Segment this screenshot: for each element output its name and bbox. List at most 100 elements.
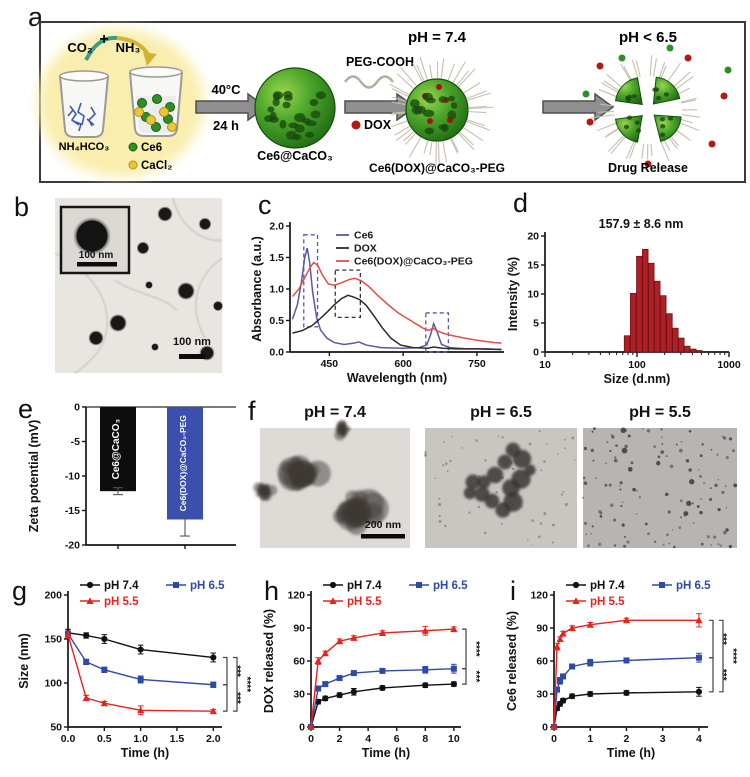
svg-text:pH 7.4: pH 7.4 bbox=[347, 580, 382, 592]
panel-b-label: b bbox=[14, 192, 30, 222]
svg-text:1000: 1000 bbox=[717, 359, 741, 371]
ph-neutral-label: pH = 7.4 bbox=[408, 29, 467, 46]
svg-text:pH 6.5: pH 6.5 bbox=[433, 580, 468, 592]
crystal-scribbles-icon bbox=[67, 102, 96, 132]
svg-text:6: 6 bbox=[394, 733, 400, 745]
svg-text:0: 0 bbox=[542, 722, 548, 734]
svg-text:1.0: 1.0 bbox=[269, 284, 284, 296]
panel-d-label: d bbox=[513, 188, 529, 218]
main-scale-bar bbox=[179, 354, 205, 359]
svg-text:4: 4 bbox=[696, 733, 702, 745]
chart-dox-release: 0 30 60 90 120 0 2 4 6 8 10 Time (h) DOX released (%… bbox=[262, 580, 481, 760]
svg-text:Size (nm): Size (nm) bbox=[17, 633, 31, 689]
chart-zeta-potential: 0 -5 -10 -15 -20 Ce6@CaCO₃ Ce6(DOX)@CaCO₃-PEG Z… bbox=[27, 402, 236, 552]
panel-i-label: i bbox=[510, 576, 516, 606]
cacl2-dots-icon bbox=[134, 107, 177, 132]
svg-text:20: 20 bbox=[527, 231, 539, 243]
panel-g-label: g bbox=[12, 576, 28, 606]
svg-text:1.5: 1.5 bbox=[269, 252, 284, 264]
svg-text:120: 120 bbox=[287, 590, 305, 602]
svg-text:pH 5.5: pH 5.5 bbox=[347, 596, 382, 608]
beaker-nh4hco3 bbox=[59, 70, 109, 138]
svg-text:Ce6 released (%): Ce6 released (%) bbox=[505, 611, 519, 711]
chart-absorbance-spectra: 0.0 0.5 1.0 1.5 2.0 450 600 750 Wavelength (nm) A… bbox=[250, 221, 504, 385]
svg-text:-20: -20 bbox=[65, 540, 80, 552]
panel-b-tem-image: 100 nm 100 nm bbox=[54, 197, 224, 375]
chart-ce6-release: 0 30 60 90 120 0 1 2 3 4 Time (h) Ce6 released (%) p… bbox=[505, 580, 738, 760]
ph74-tem-label: pH = 7.4 bbox=[304, 404, 366, 421]
co2-label: CO₂ bbox=[67, 40, 93, 55]
svg-text:****: **** bbox=[470, 641, 481, 657]
svg-text:450: 450 bbox=[321, 358, 339, 370]
svg-text:90: 90 bbox=[536, 623, 548, 635]
chart-size-vs-time: 50 100 150 200 0.0 0.5 1.0 1.5 2.0 Time (h) Size (… bbox=[17, 580, 252, 760]
svg-text:pH 6.5: pH 6.5 bbox=[190, 580, 225, 592]
f-scale-bar bbox=[361, 534, 405, 539]
panel-f-label: f bbox=[248, 396, 256, 426]
dissolved-particles bbox=[582, 427, 738, 549]
main-scale-label: 100 nm bbox=[173, 336, 211, 348]
svg-text:2.0: 2.0 bbox=[206, 733, 221, 745]
svg-text:100: 100 bbox=[628, 359, 646, 371]
svg-text:90: 90 bbox=[293, 623, 305, 635]
svg-text:0.5: 0.5 bbox=[269, 315, 284, 327]
svg-text:60: 60 bbox=[536, 656, 548, 668]
cacl2-legend-dot-icon bbox=[128, 160, 138, 170]
pegylated-core-icon bbox=[405, 78, 469, 142]
plus-sign: + bbox=[99, 31, 108, 48]
degraded-sphere-icon bbox=[590, 55, 700, 161]
svg-text:-5: -5 bbox=[71, 436, 80, 448]
dox-dot-icon bbox=[351, 120, 361, 130]
ph55-tem-label: pH = 5.5 bbox=[629, 404, 691, 421]
step3-arrow-icon bbox=[542, 92, 615, 122]
svg-text:-15: -15 bbox=[65, 505, 80, 517]
svg-text:120: 120 bbox=[530, 590, 548, 602]
time-label: 24 h bbox=[213, 118, 239, 133]
svg-text:Ce6: Ce6 bbox=[354, 230, 373, 242]
svg-text:4: 4 bbox=[365, 733, 371, 745]
tem-ph55-image bbox=[582, 427, 738, 549]
svg-text:0.0: 0.0 bbox=[61, 733, 76, 745]
svg-text:0: 0 bbox=[74, 402, 80, 414]
svg-text:-10: -10 bbox=[65, 471, 80, 483]
svg-text:200: 200 bbox=[44, 590, 62, 602]
ce6-legend-dot-icon bbox=[128, 142, 138, 152]
tem-ph65-image bbox=[423, 428, 577, 548]
svg-text:60: 60 bbox=[293, 656, 305, 668]
svg-text:pH 5.5: pH 5.5 bbox=[590, 596, 625, 608]
tem-inset: 100 nm bbox=[59, 205, 131, 275]
beaker-ce6-cacl2 bbox=[129, 66, 183, 137]
svg-text:157.9 ± 8.6 nm: 157.9 ± 8.6 nm bbox=[599, 217, 684, 231]
svg-text:0: 0 bbox=[308, 733, 314, 745]
dox-label: DOX bbox=[364, 118, 392, 132]
svg-text:Ce6(DOX)@CaCO₃-PEG: Ce6(DOX)@CaCO₃-PEG bbox=[178, 415, 188, 512]
svg-text:pH 6.5: pH 6.5 bbox=[676, 580, 711, 592]
svg-text:pH 7.4: pH 7.4 bbox=[104, 580, 139, 592]
yellow-glow bbox=[38, 29, 204, 177]
svg-text:Ce6(DOX)@CaCO₃-PEG: Ce6(DOX)@CaCO₃-PEG bbox=[354, 256, 473, 268]
svg-text:Absorbance (a.u.): Absorbance (a.u.) bbox=[250, 236, 264, 342]
svg-text:50: 50 bbox=[50, 722, 62, 734]
svg-text:Wavelength (nm): Wavelength (nm) bbox=[347, 371, 447, 385]
svg-text:10: 10 bbox=[448, 733, 460, 745]
svg-text:30: 30 bbox=[536, 689, 548, 701]
svg-text:pH 7.4: pH 7.4 bbox=[590, 580, 625, 592]
svg-text:0.0: 0.0 bbox=[269, 347, 284, 359]
panel-e-label: e bbox=[18, 394, 34, 424]
svg-text:1: 1 bbox=[587, 733, 593, 745]
cacl2-legend-label: CaCl₂ bbox=[141, 160, 172, 172]
peg-label: PEG-COOH bbox=[346, 55, 414, 69]
nh3-label: NH₃ bbox=[116, 40, 141, 55]
panel-a-schematic: CO₂ + NH₃ NH₄HCO₃ Ce6 CaCl₂ 40°C 24 h Ce… bbox=[38, 21, 746, 183]
ce6-caco3-sphere-icon bbox=[254, 67, 336, 149]
f-scale-label: 200 nm bbox=[365, 519, 401, 531]
svg-text:DOX released (%): DOX released (%) bbox=[262, 609, 276, 713]
svg-text:0: 0 bbox=[551, 733, 557, 745]
svg-text:****: **** bbox=[241, 677, 252, 693]
tem-ph74-image: 200 nm bbox=[253, 419, 410, 548]
aggregates bbox=[253, 419, 389, 536]
released-drug-dots-icon bbox=[582, 44, 732, 168]
svg-text:Time (h): Time (h) bbox=[121, 746, 169, 760]
ce6-legend-label: Ce6 bbox=[141, 142, 162, 154]
